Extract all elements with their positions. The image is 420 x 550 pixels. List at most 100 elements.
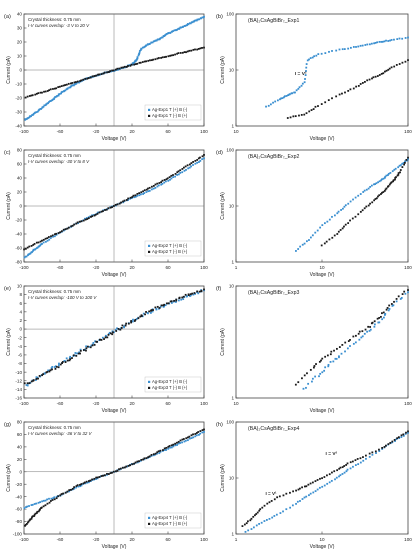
data-point [190,49,193,52]
data-point [27,520,30,523]
y-tick-label: 80 [17,420,23,425]
data-point [345,464,348,466]
data-point [384,188,387,191]
data-point [331,50,333,52]
data-point [84,77,87,80]
data-point [130,63,133,66]
data-point [172,443,175,446]
data-point [71,84,74,87]
data-point [174,175,177,178]
data-point [404,432,407,435]
data-point [190,437,193,439]
data-point [381,312,383,315]
data-point [407,36,409,39]
data-point [301,498,304,500]
data-point [323,222,326,225]
data-point [289,506,292,509]
data-point [40,107,43,110]
data-point [165,33,168,35]
data-point [281,97,284,100]
data-point [145,311,147,313]
data-point [380,72,383,75]
data-point [64,228,67,231]
data-point [192,48,195,51]
data-point [339,466,342,469]
data-point [71,487,74,490]
data-point [375,182,378,185]
data-point [68,359,71,362]
data-point [385,39,387,42]
x-tick-label: 10 [319,265,325,270]
data-point [75,222,78,225]
data-point [327,365,330,368]
data-point [279,98,281,101]
data-point [149,59,151,62]
data-point [104,335,107,338]
data-point [363,332,366,335]
data-point [372,76,375,79]
y-tick-label: 80 [17,148,23,153]
x-tick-label: -100 [19,265,29,270]
data-point [395,64,398,66]
data-point [282,96,285,99]
data-point [51,499,54,501]
data-point [346,462,349,465]
data-point [367,325,370,328]
data-point [127,322,130,325]
data-point [119,328,122,331]
data-point [314,375,317,378]
legend-marker [148,380,151,383]
y-tick-label: 10 [229,284,235,289]
y-tick-label: -40 [15,494,22,499]
data-point [80,483,83,485]
data-point [297,381,300,384]
y-tick-label: 1 [231,260,234,265]
data-point [116,327,118,330]
data-point [337,230,340,233]
data-point [182,298,185,301]
x-tick-label: 1 [235,265,238,270]
data-point [203,15,205,18]
y-tick-label: 2 [19,318,22,323]
data-point [259,508,262,511]
data-point [266,502,269,505]
data-point [42,505,45,508]
data-point [109,472,112,475]
data-point [41,374,44,377]
data-point [382,177,385,180]
data-point [42,105,45,108]
data-point [388,307,391,310]
y-tick-label: -80 [15,519,22,524]
data-point [321,371,324,374]
data-point [400,436,403,438]
y-tick-label: 1 [231,532,234,537]
data-point [33,503,36,505]
plot-frame [235,285,409,399]
data-point [63,90,66,92]
data-point [45,103,48,106]
data-point [401,293,404,295]
data-point [169,31,172,34]
data-point [158,307,161,309]
data-point [122,200,124,203]
data-point [191,292,194,295]
data-point [201,46,203,49]
data-point [103,338,105,340]
panel-label: (c) [4,150,11,156]
data-point [338,346,341,348]
data-point [98,338,101,341]
data-point [23,248,25,251]
data-point [53,97,56,100]
data-point [28,519,31,522]
data-point [371,453,374,456]
data-point [282,510,284,513]
data-point [134,461,137,464]
data-point [321,224,324,227]
data-point [106,472,108,475]
data-point [359,461,362,464]
data-point [156,182,159,185]
data-point [79,349,82,352]
data-point [197,433,200,436]
data-point [84,218,87,221]
data-point [397,295,400,298]
